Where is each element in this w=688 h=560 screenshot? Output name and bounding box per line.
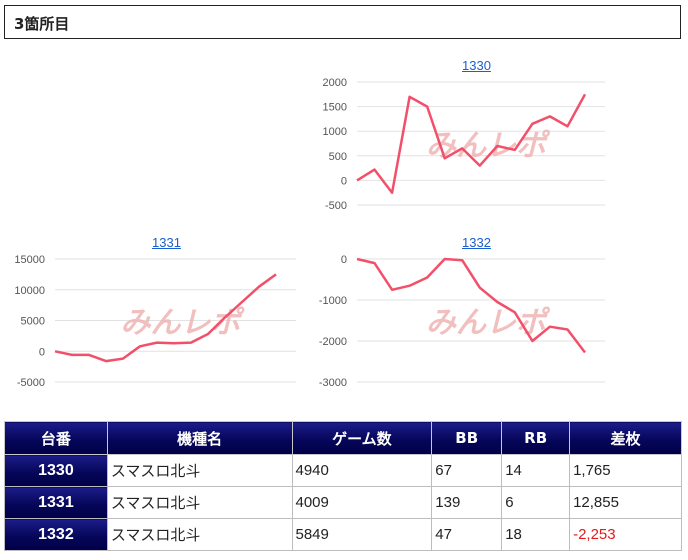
header-diff: 差枚 <box>569 421 682 455</box>
y-tick-label: 5000 <box>21 316 45 328</box>
cell-rb: 14 <box>501 454 571 487</box>
cell-games: 4009 <box>291 486 433 519</box>
chart-title-link[interactable]: 1330 <box>462 58 491 73</box>
y-tick-label: 10000 <box>14 285 45 297</box>
cell-machine: スマスロ北斗 <box>106 454 293 487</box>
chart-1332: 1332 0 -1000 -2000 -3000 みんレポ <box>300 233 610 393</box>
cell-bb: 47 <box>431 518 503 551</box>
header-rb: RB <box>501 421 571 455</box>
cell-machine: スマスロ北斗 <box>106 518 293 551</box>
data-table: 台番 機種名 ゲーム数 BB RB 差枚 1330 スマスロ北斗 4940 67… <box>4 421 682 551</box>
section-title: 3箇所目 <box>14 15 70 33</box>
section-header: 3箇所目 <box>4 5 681 39</box>
cell-diff: 1,765 <box>569 454 682 487</box>
cell-diff: 12,855 <box>569 486 682 519</box>
header-id: 台番 <box>4 421 108 455</box>
cell-id[interactable]: 1330 <box>4 454 108 487</box>
chart-1331: 1331 15000 10000 5000 0 -5000 みんレポ <box>0 233 300 393</box>
chart-title-link[interactable]: 1332 <box>462 235 491 250</box>
cell-rb: 6 <box>501 486 571 519</box>
y-tick-label: 500 <box>329 151 347 163</box>
y-tick-label: -1000 <box>319 295 347 307</box>
y-tick-label: -3000 <box>319 377 347 389</box>
y-tick-label: -500 <box>325 200 347 212</box>
cell-id[interactable]: 1332 <box>4 518 108 551</box>
cell-diff: -2,253 <box>569 518 682 551</box>
table-row: 1331 スマスロ北斗 4009 139 6 12,855 <box>4 486 682 519</box>
y-tick-label: 1000 <box>323 126 347 138</box>
table-row: 1332 スマスロ北斗 5849 47 18 -2,253 <box>4 518 682 551</box>
y-tick-label: -2000 <box>319 336 347 348</box>
y-tick-label: 15000 <box>14 254 45 266</box>
table-header-row: 台番 機種名 ゲーム数 BB RB 差枚 <box>4 421 682 455</box>
y-tick-label: -5000 <box>17 377 45 389</box>
table-row: 1330 スマスロ北斗 4940 67 14 1,765 <box>4 454 682 487</box>
cell-machine: スマスロ北斗 <box>106 486 293 519</box>
header-machine: 機種名 <box>106 421 293 455</box>
y-tick-label: 0 <box>39 346 45 358</box>
y-tick-label: 0 <box>341 175 347 187</box>
cell-bb: 67 <box>431 454 503 487</box>
cell-games: 4940 <box>291 454 433 487</box>
header-bb: BB <box>431 421 503 455</box>
chart-svg: 0 -1000 -2000 -3000 みんレポ <box>319 254 605 389</box>
cell-bb: 139 <box>431 486 503 519</box>
cell-rb: 18 <box>501 518 571 551</box>
series-line <box>356 257 586 354</box>
chart-title-link[interactable]: 1331 <box>152 235 181 250</box>
series-line <box>356 93 587 194</box>
chart-svg: 15000 10000 5000 0 -5000 みんレポ <box>14 254 296 389</box>
chart-1330: 1330 2000 1500 1000 500 0 -500 みんレポ <box>300 55 610 215</box>
y-tick-label: 1500 <box>323 102 347 114</box>
header-games: ゲーム数 <box>291 421 433 455</box>
watermark-logo: みんレポ <box>426 307 551 340</box>
series-line <box>54 273 277 363</box>
y-tick-label: 2000 <box>323 77 347 89</box>
y-tick-label: 0 <box>341 254 347 266</box>
watermark-logo: みんレポ <box>121 307 246 340</box>
cell-id[interactable]: 1331 <box>4 486 108 519</box>
cell-games: 5849 <box>291 518 433 551</box>
